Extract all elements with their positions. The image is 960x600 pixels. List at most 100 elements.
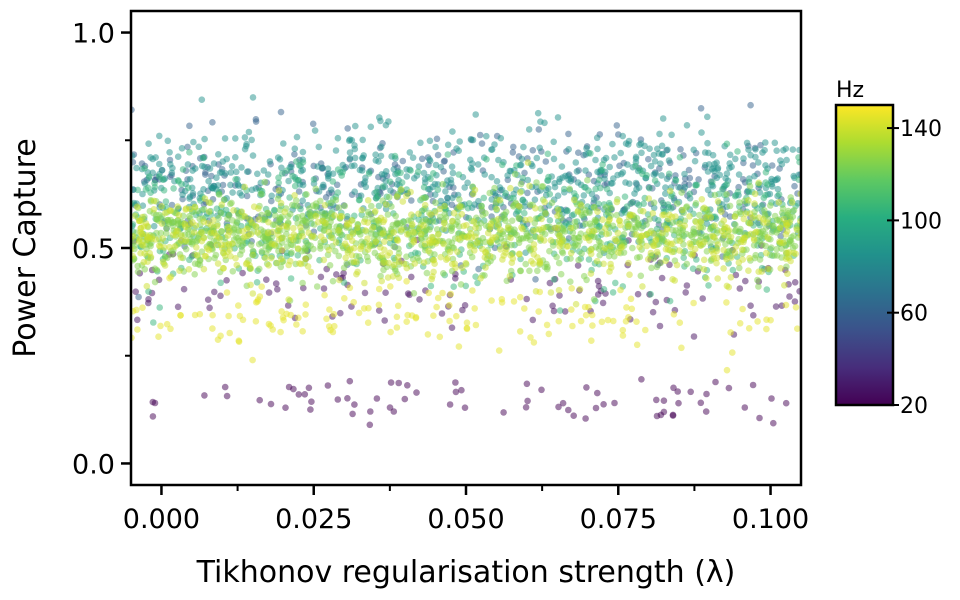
scatter-point xyxy=(234,181,242,188)
scatter-point xyxy=(439,289,446,297)
scatter-point xyxy=(307,268,315,276)
scatter-point xyxy=(359,154,366,162)
scatter-point xyxy=(227,181,234,189)
scatter-point xyxy=(650,151,658,159)
scatter-point xyxy=(144,222,151,230)
scatter-point xyxy=(517,189,524,196)
scatter-point xyxy=(777,157,784,164)
colorbar-label: Hz xyxy=(836,78,864,103)
scatter-point xyxy=(577,317,585,325)
scatter-point xyxy=(364,235,371,242)
scatter-point xyxy=(571,218,579,226)
scatter-point xyxy=(385,259,392,267)
scatter-point xyxy=(707,239,714,247)
scatter-point xyxy=(698,196,706,203)
scatter-point xyxy=(387,379,395,386)
scatter-point xyxy=(278,164,285,172)
scatter-point xyxy=(723,140,731,148)
scatter-point xyxy=(565,146,572,153)
scatter-point xyxy=(320,256,328,264)
scatter-point xyxy=(776,224,784,231)
scatter-point xyxy=(568,306,575,313)
scatter-point xyxy=(284,243,291,250)
scatter-point xyxy=(558,248,566,255)
scatter-point xyxy=(446,248,454,256)
scatter-point xyxy=(219,181,227,189)
scatter-point xyxy=(682,289,689,296)
scatter-point xyxy=(665,170,673,178)
scatter-point xyxy=(681,170,688,178)
scatter-point xyxy=(346,155,354,162)
scatter-point xyxy=(288,163,295,171)
scatter-point xyxy=(213,241,221,249)
scatter-point xyxy=(521,209,528,217)
scatter-point xyxy=(387,328,394,336)
scatter-point xyxy=(662,190,669,197)
scatter-point xyxy=(217,209,225,217)
scatter-point xyxy=(768,395,775,402)
scatter-point xyxy=(504,224,512,232)
scatter-point xyxy=(472,273,479,281)
scatter-point xyxy=(242,260,250,268)
scatter-point xyxy=(294,213,302,221)
scatter-point xyxy=(628,305,636,313)
scatter-point xyxy=(474,161,482,168)
scatter-point xyxy=(708,247,715,254)
scatter-point xyxy=(523,380,531,388)
scatter-point xyxy=(366,240,373,248)
scatter-point xyxy=(762,191,769,199)
scatter-point xyxy=(601,244,609,252)
scatter-point xyxy=(515,202,523,210)
scatter-point xyxy=(704,139,711,147)
scatter-point xyxy=(656,130,663,138)
scatter-point xyxy=(614,229,622,237)
scatter-point xyxy=(509,255,517,262)
scatter-point xyxy=(373,195,380,202)
scatter-point xyxy=(253,279,261,286)
scatter-point xyxy=(320,227,328,234)
scatter-point xyxy=(702,408,710,415)
scatter-point xyxy=(699,295,706,302)
scatter-point xyxy=(330,310,338,318)
scatter-point xyxy=(166,274,173,282)
scatter-point xyxy=(729,349,736,356)
scatter-point xyxy=(139,242,147,249)
scatter-point xyxy=(335,204,343,211)
scatter-point xyxy=(619,132,626,140)
scatter-point xyxy=(420,183,428,191)
scatter-point xyxy=(676,247,683,254)
scatter-point xyxy=(488,297,495,304)
scatter-point xyxy=(275,187,283,194)
scatter-point xyxy=(702,214,709,221)
scatter-point xyxy=(504,172,511,179)
scatter-point xyxy=(398,179,406,186)
scatter-point xyxy=(294,245,302,252)
scatter-point xyxy=(386,178,394,185)
scatter-point xyxy=(348,162,355,170)
scatter-point xyxy=(731,213,739,220)
scatter-point xyxy=(692,182,699,189)
scatter-point xyxy=(624,161,631,168)
scatter-point xyxy=(285,177,292,185)
scatter-point xyxy=(261,236,269,243)
scatter-point xyxy=(301,391,309,398)
scatter-point xyxy=(653,248,661,256)
scatter-point xyxy=(547,237,555,244)
scatter-point xyxy=(427,282,435,290)
scatter-point xyxy=(408,197,415,204)
scatter-point xyxy=(791,279,799,286)
scatter-point xyxy=(462,259,470,267)
scatter-point xyxy=(773,245,780,253)
scatter-point xyxy=(790,207,798,214)
scatter-point xyxy=(602,224,609,232)
scatter-point xyxy=(583,145,590,152)
scatter-point xyxy=(593,134,601,142)
scatter-point xyxy=(243,192,251,200)
scatter-point xyxy=(653,263,661,271)
scatter-point xyxy=(132,288,139,296)
scatter-point xyxy=(193,244,200,251)
scatter-point xyxy=(791,182,798,190)
scatter-point xyxy=(327,326,334,334)
scatter-point xyxy=(253,170,261,178)
scatter-point xyxy=(208,184,216,192)
